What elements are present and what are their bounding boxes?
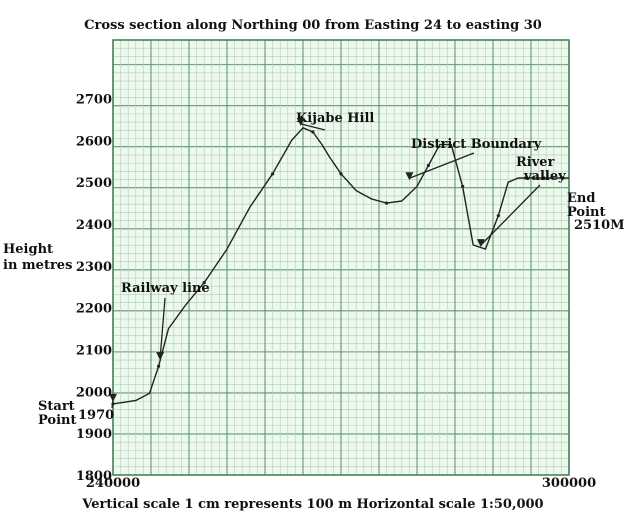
annotation-label: 1970 <box>78 408 114 423</box>
profile-point <box>561 176 565 180</box>
annotation-label: Railway line <box>121 281 210 296</box>
y-tick-label: 1900 <box>76 427 112 442</box>
arrow-head <box>156 352 165 361</box>
profile-point <box>524 176 528 180</box>
annotation-label-line2: Point <box>38 413 77 428</box>
annotations: Kijabe Hill Railway line District Boundary… <box>38 111 625 428</box>
annotation-label: Kijabe Hill <box>296 111 374 126</box>
annotation-label: Start <box>38 399 75 414</box>
arrow-head <box>405 172 414 181</box>
y-axis-label-line2: in metres <box>3 258 72 273</box>
profile-point <box>461 184 465 188</box>
profile-point <box>339 172 343 176</box>
y-axis-label: Height <box>3 242 53 257</box>
y-tick-label: 2500 <box>76 176 112 191</box>
annotation-label: River <box>516 155 555 170</box>
annotation-label: 2510M <box>574 218 625 233</box>
arrow-head <box>296 117 305 126</box>
profile-point <box>542 176 546 180</box>
annotation-arrow <box>300 123 326 131</box>
scale-note: Vertical scale 1 cm represents 100 m Hor… <box>82 497 544 512</box>
annotation-label: District Boundary <box>411 137 542 152</box>
y-tick-label: 2600 <box>76 134 112 149</box>
arrow-head <box>109 393 117 402</box>
annotation-arrow <box>480 184 541 246</box>
profile-point <box>311 130 315 134</box>
x-tick-label: 240000 <box>86 476 140 491</box>
y-tick-label: 2000 <box>76 385 112 400</box>
profile-point <box>385 201 389 205</box>
annotation-label-line2: valley <box>523 169 566 184</box>
y-tick-label: 2700 <box>76 93 112 108</box>
x-tick-label: 300000 <box>542 476 596 491</box>
profile-point <box>496 214 500 218</box>
axes: 1800 1900 2000 2100 2200 2300 2400 2500 2600 2700… <box>3 93 596 491</box>
chart-title: Cross section along Northing 00 from Eas… <box>84 18 542 33</box>
annotation-arrow <box>409 152 475 179</box>
profile-point <box>271 172 275 176</box>
y-tick-label: 2400 <box>76 218 112 233</box>
y-tick-label: 2300 <box>76 260 112 275</box>
profile-point <box>157 364 161 368</box>
profile-point <box>426 163 430 168</box>
y-tick-label: 1800 <box>76 469 112 484</box>
profile-point <box>202 280 206 285</box>
annotation-label-line2: Point <box>567 205 606 220</box>
arrow-head <box>476 239 485 248</box>
annotation-label: End <box>567 191 595 206</box>
annotation-arrow <box>159 297 166 359</box>
y-tick-label: 2100 <box>76 344 112 359</box>
profile-line <box>112 127 569 405</box>
y-tick-label: 2200 <box>76 302 112 317</box>
plot-border <box>112 39 570 476</box>
grid <box>112 39 570 476</box>
profile-layer <box>111 127 569 406</box>
